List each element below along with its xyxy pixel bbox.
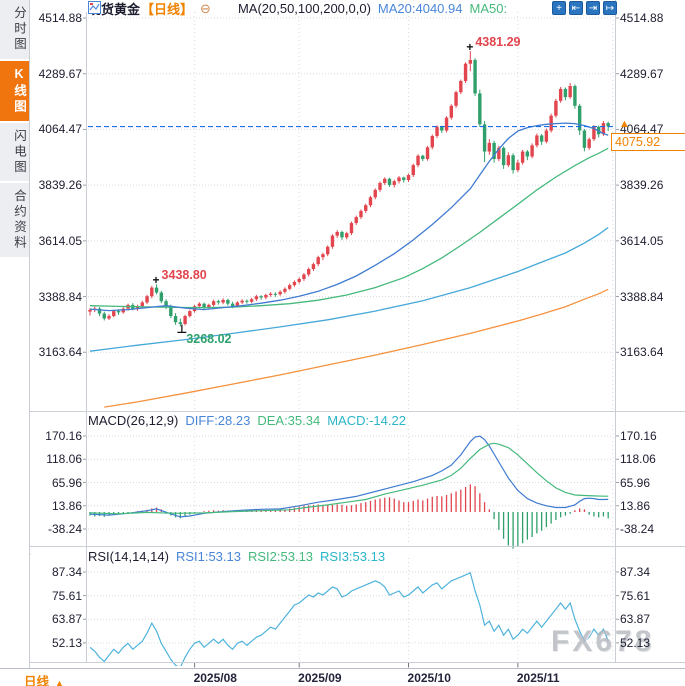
macd-diff-value: DIFF:28.23	[185, 413, 251, 428]
range-right-icon[interactable]: ⇥	[586, 1, 600, 15]
ma-settings-label[interactable]: MA(20,50,100,200,0,0)	[237, 1, 371, 16]
y-axis-label-right: 52.13	[620, 635, 651, 650]
rsi3-value: RSI3:53.13	[320, 549, 386, 564]
panel-divider	[30, 411, 685, 412]
y-axis-label-right: 4514.88	[620, 11, 664, 25]
y-axis-label-left: 4064.47	[38, 122, 82, 137]
period-label: 日线	[24, 675, 50, 686]
move-icon[interactable]: +	[552, 1, 566, 15]
macd-title[interactable]: MACD(26,12,9)	[88, 413, 179, 428]
y-axis-label-right: 87.34	[620, 565, 651, 579]
ma-chart-icon[interactable]	[88, 1, 231, 15]
candlesticks	[88, 51, 610, 327]
macd-dea-value: DEA:35.34	[257, 413, 321, 428]
last-price-tag: 4075.92	[611, 133, 685, 151]
y-axis-label-left: 4289.67	[38, 66, 82, 81]
y-axis-label-left: 13.86	[51, 498, 82, 513]
y-axis-label-left: 4514.88	[38, 11, 82, 25]
ma20-value: MA20:4040.94	[377, 1, 463, 16]
price-annotation: 3438.80	[161, 268, 207, 283]
ma200-line	[104, 288, 609, 408]
price-annotation: 3268.02	[186, 332, 232, 347]
y-axis-label-right: 118.06	[620, 452, 656, 467]
macd-value: MACD:-14.22	[327, 413, 406, 428]
rsi1-value: RSI1:53.13	[175, 549, 241, 564]
y-axis-label-right: 75.61	[620, 588, 651, 603]
sidebar: 分时图 K线图 闪电图 合约资料	[0, 0, 30, 668]
symbol-title: 现货黄金	[88, 2, 141, 17]
rsi-header: RSI(14,14,14) RSI1:53.13 RSI2:53.13 RSI3:53…	[88, 549, 385, 564]
sidebar-tab-item[interactable]: 闪电图	[0, 122, 29, 181]
y-axis-label-right: 63.87	[620, 612, 651, 627]
ma50-line	[89, 147, 609, 309]
collapse-icon[interactable]: ⊖	[200, 0, 211, 16]
x-axis-label: 2025/09	[298, 671, 342, 685]
pan-right-icon[interactable]: ↦	[603, 1, 617, 15]
rsi-title[interactable]: RSI(14,14,14)	[88, 549, 169, 564]
y-axis-label-left: 118.06	[46, 452, 82, 467]
sidebar-tab-active[interactable]: K线图	[0, 60, 29, 121]
y-axis-label-left: 170.16	[45, 429, 82, 443]
x-axis-label: 2025/10	[407, 671, 451, 685]
y-axis-label-left: 3839.26	[38, 178, 82, 193]
y-axis-label-right: 3614.05	[620, 233, 664, 248]
rsi-series	[89, 571, 609, 666]
x-axis-label: 2025/11	[516, 671, 560, 685]
range-left-icon[interactable]: ⇤	[569, 1, 583, 15]
y-axis-label-right: 3163.64	[620, 345, 664, 360]
y-axis-label-right: 3388.84	[620, 289, 664, 304]
y-axis-label-left: 87.34	[51, 565, 82, 579]
y-axis-label-right: 3839.26	[620, 178, 664, 193]
ma50-value: MA50:	[469, 1, 508, 16]
panel-divider	[30, 546, 685, 547]
sidebar-tab-item[interactable]: 合约资料	[0, 183, 29, 257]
sidebar-tab-item[interactable]: 分时图	[0, 0, 29, 59]
y-axis-label-left: 3163.64	[38, 345, 82, 360]
x-axis-label: 2025/08	[193, 671, 237, 685]
period-arrow-icon: ▲	[55, 678, 64, 686]
y-axis-label-left: 63.87	[51, 612, 82, 627]
y-axis-label-right: 65.96	[620, 475, 651, 490]
ma100-line	[89, 226, 609, 352]
ma-lines	[89, 122, 609, 408]
macd-series	[89, 435, 609, 549]
rsi2-value: RSI2:53.13	[247, 549, 314, 564]
price-annotation: 4381.29	[475, 35, 521, 50]
gridlines	[83, 12, 619, 661]
y-axis-label-right: 4289.67	[620, 66, 664, 81]
y-axis-label-left: 3614.05	[38, 233, 82, 248]
y-axis-label-right: 170.16	[620, 429, 657, 443]
y-axis-label-right: 4064.47	[620, 122, 664, 137]
price-up-arrow-icon: ▲	[619, 118, 630, 130]
y-axis-label-left: 3388.84	[38, 289, 82, 304]
y-axis-label-left: -38.24	[47, 522, 82, 536]
high-point-marker: +	[152, 273, 160, 288]
panel-frame	[86, 0, 616, 668]
y-axis-label-left: 65.96	[51, 475, 82, 490]
y-axis-label-right: 13.86	[620, 498, 651, 513]
high-point-marker: +	[466, 40, 474, 55]
bottom-bar: 日线 ▲	[0, 668, 685, 686]
ma20-line	[89, 122, 609, 312]
period-tag[interactable]: 【日线】	[141, 2, 194, 17]
y-axis-label-left: 75.61	[51, 588, 82, 603]
y-axis-label-right: -38.24	[620, 522, 655, 536]
main-chart-header: 现货黄金 【日线】 ⊖ MA(20,50,100,200,0,0) MA20:4040.…	[88, 0, 508, 17]
panel-divider	[30, 662, 685, 663]
macd-header: MACD(26,12,9) DIFF:28.23 DEA:35.34 MACD:-14…	[88, 413, 406, 428]
low-point-marker: ⊥	[176, 322, 188, 337]
y-axis-label-left: 52.13	[51, 635, 82, 650]
period-selector[interactable]: 日线 ▲	[24, 671, 64, 686]
chart-toolbar: + ⇤ ⇥ ↦	[552, 1, 617, 15]
watermark: FX678	[551, 625, 655, 658]
